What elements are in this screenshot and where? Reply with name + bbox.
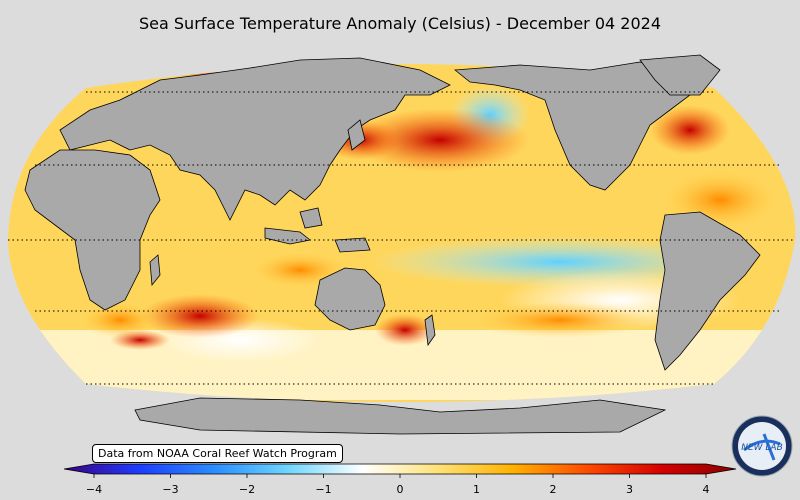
map-title: Sea Surface Temperature Anomaly (Celsius… (139, 14, 661, 33)
colorbar-tick-label: −4 (85, 483, 103, 496)
colorbar-tick-label: 0 (396, 483, 404, 496)
colorbar-tick-label: −1 (315, 483, 332, 496)
africa-landmass (24, 149, 161, 311)
colorbar-tick-label: −3 (162, 483, 179, 496)
lab-logo: NEW LAB (731, 415, 793, 477)
australia-landmass (314, 267, 386, 331)
colorbar-tick-label: 1 (473, 483, 480, 496)
borneo-landmass (299, 207, 323, 229)
madagascar-landmass (149, 254, 161, 287)
data-source-note: Data from NOAA Coral Reef Watch Program (92, 444, 343, 463)
colorbar-tick-label: −2 (238, 483, 256, 496)
land-masses (24, 54, 761, 435)
logo-text: NEW LAB (741, 443, 783, 453)
colorbar (63, 463, 737, 478)
japan-landmass (347, 119, 366, 151)
colorbar-tick-label: 3 (626, 483, 633, 496)
latitude-lines (8, 91, 795, 385)
greenland-landmass (639, 54, 721, 96)
colorbar-tick-label: 4 (702, 483, 710, 496)
indonesia-landmass (264, 227, 311, 245)
antarctica-landmass (134, 397, 667, 435)
new-guinea-landmass (334, 237, 371, 253)
colorbar-bar (63, 463, 737, 475)
eurasia-landmass (59, 57, 451, 221)
new-zealand-landmass (424, 314, 436, 347)
colorbar-tick-label: 2 (549, 483, 557, 496)
south-america-landmass (654, 211, 761, 371)
